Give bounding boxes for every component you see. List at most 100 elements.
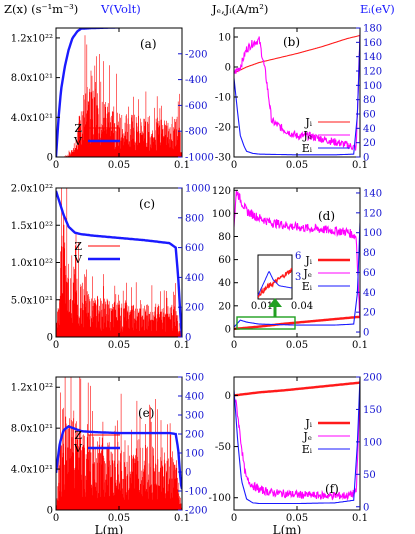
ytick-label-right: -200 xyxy=(185,506,207,517)
xtick-label: 0.05 xyxy=(286,513,308,524)
ytick-label: 120 xyxy=(212,186,231,197)
ytick-label-right: -100 xyxy=(185,487,207,498)
series-V-c xyxy=(56,190,182,337)
ytick-label-right: 0 xyxy=(185,333,191,344)
ytick-label-right: 300 xyxy=(185,411,204,422)
plot-area-e xyxy=(56,377,182,510)
series-Z-e xyxy=(56,377,182,510)
panel-label-f: (f) xyxy=(325,482,339,496)
series-Z-a xyxy=(62,35,182,157)
ytick-label-right: 200 xyxy=(363,373,382,384)
zoom-region-box xyxy=(236,316,296,330)
ytick-label-right: -600 xyxy=(185,101,207,112)
legend-label-Je: Jₑ xyxy=(302,129,312,142)
ytick-label: 4.0x10²¹ xyxy=(11,465,53,476)
ytick-label: 20 xyxy=(218,301,231,312)
ytick-label-right: 200 xyxy=(185,430,204,441)
left-ylabel: Z(x) (s⁻¹m⁻³) xyxy=(4,2,78,16)
inset-xtick-label: 0.01 xyxy=(251,301,273,312)
legend-label-Ji: Jᵢ xyxy=(304,417,312,430)
ytick-label-right: 100 xyxy=(185,449,204,460)
ytick-label: 5.0x10²¹ xyxy=(11,295,53,306)
ytick-label-right: 140 xyxy=(363,188,382,199)
ytick-label-right: 150 xyxy=(363,405,382,416)
plot-area-b xyxy=(234,32,360,156)
plot-area-d xyxy=(234,190,360,331)
plot-area-c xyxy=(56,188,182,337)
ytick-label-right: 0 xyxy=(185,468,191,479)
xtick-label: 0.05 xyxy=(108,160,130,171)
legend-label-Z: Z xyxy=(74,240,82,253)
xtick-label: 0.1 xyxy=(352,340,368,351)
ytick-label-right: 180 xyxy=(363,24,382,35)
ytick-label: 100 xyxy=(212,209,231,220)
ytick-label: 2.0x10²² xyxy=(11,184,53,195)
ytick-label: 0 xyxy=(225,391,231,402)
xtick-label: 0 xyxy=(231,340,237,351)
ytick-label: 0 xyxy=(225,63,231,74)
legend-label-Z: Z xyxy=(74,429,82,442)
panel-label-e: (e) xyxy=(138,406,154,420)
ytick-label-right: -200 xyxy=(185,49,207,60)
ytick-label: 1.0x10²² xyxy=(11,258,53,269)
panel-label-b: (b) xyxy=(283,35,300,49)
xtick-label: 0 xyxy=(231,160,237,171)
legend-label-V: V xyxy=(73,253,83,266)
ytick-label-right: 50 xyxy=(363,470,376,481)
ytick-label-right: 20 xyxy=(363,308,376,319)
ytick-label: 1.2x10²² xyxy=(11,383,53,394)
ytick-label: 4.0x10²¹ xyxy=(11,113,53,124)
series-V-a xyxy=(56,28,143,157)
xtick-label: 0.1 xyxy=(352,513,368,524)
inset-series-Ei xyxy=(257,271,293,296)
xtick-label: 0.05 xyxy=(286,160,308,171)
ytick-label-right: 20 xyxy=(363,138,376,149)
ytick-label-right: 800 xyxy=(185,213,204,224)
legend-label-Ei: Eᵢ xyxy=(302,280,313,293)
panel-label-c: (c) xyxy=(139,197,155,211)
panel-c: 0 0.05 0.105.0x10²¹1.0x10²²1.5x10²²2.0x10²… xyxy=(11,184,211,352)
ytick-label: -10 xyxy=(215,93,231,104)
inset-d: 0.01 0.04 3 6 xyxy=(251,251,313,312)
inset-series-Ji xyxy=(257,267,293,298)
xtick-label: 0.05 xyxy=(108,513,130,524)
ytick-label-right: 0 xyxy=(363,502,369,513)
series-Je-d xyxy=(234,190,360,320)
xtick-label: 0.05 xyxy=(108,340,130,351)
ytick-label-right: 160 xyxy=(363,38,382,49)
series-Ji-f xyxy=(234,381,360,397)
legend-label-Ji: Jᵢ xyxy=(304,116,312,129)
ytick-label: -50 xyxy=(215,442,231,453)
ytick-label-right: 140 xyxy=(363,52,382,63)
legend-label-V: V xyxy=(73,135,83,148)
ytick-label: 0 xyxy=(225,324,231,335)
xtick-label: 0.1 xyxy=(174,160,190,171)
ytick-label-right: 60 xyxy=(363,268,376,279)
ytick-label-right: 100 xyxy=(363,81,382,92)
ytick-label-right: -400 xyxy=(185,75,207,86)
frame-d xyxy=(233,187,361,338)
panel-b: 0 0.05 0.1-30-20-1001002040608010012014016… xyxy=(215,24,382,172)
ytick-label-right: 80 xyxy=(363,248,376,259)
ytick-label: 0 xyxy=(47,506,53,517)
plot-area-f xyxy=(234,377,360,505)
legend-label-Ji: Jᵢ xyxy=(304,254,312,267)
legend-label-Je: Jₑ xyxy=(302,267,312,280)
ytick-label-right: 400 xyxy=(185,392,204,403)
ytick-label-right: 0 xyxy=(363,328,369,339)
inset-ytick-label: 3 xyxy=(295,272,301,283)
ytick-label: 80 xyxy=(218,232,231,243)
xtick-label: 0 xyxy=(53,340,59,351)
ytick-label-right: 400 xyxy=(185,273,204,284)
series-Ji-d xyxy=(234,315,360,331)
xtick-label: 0.05 xyxy=(286,340,308,351)
series-Ei-d xyxy=(234,222,360,328)
inset-ytick-label: 6 xyxy=(295,251,301,262)
series-Ei-f xyxy=(234,377,360,505)
ytick-label-right: 100 xyxy=(363,228,382,239)
panels: 0 0.05 0.104.0x10²¹8.0x10²¹1.2x10²²-1000-8… xyxy=(11,24,382,534)
xtick-label: 0.1 xyxy=(352,160,368,171)
ytick-label-right: -800 xyxy=(185,127,207,138)
